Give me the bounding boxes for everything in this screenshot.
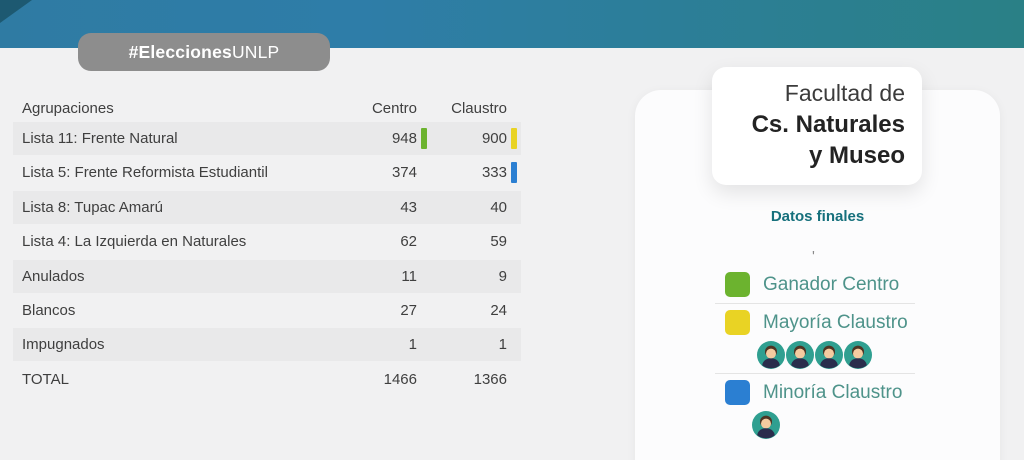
legend-divider: [715, 373, 915, 374]
row-label: Anulados: [22, 267, 85, 285]
centro-value: 11: [401, 267, 417, 285]
claustro-value: 1366: [473, 370, 507, 388]
claustro-marker-slot: [507, 191, 521, 224]
person-avatar-icon: [752, 411, 780, 439]
claustro-marker-slot: [507, 225, 521, 258]
centro-marker-slot: [417, 156, 431, 189]
legend-item: Ganador Centro: [715, 266, 915, 303]
legend-label: Ganador Centro: [763, 273, 900, 295]
header-spacer: [417, 94, 431, 122]
results-table: Agrupaciones Centro Claustro Lista 11: F…: [13, 94, 521, 397]
faculty-title-card: Facultad de Cs. Naturales y Museo: [712, 67, 922, 185]
centro-value: 43: [400, 198, 417, 216]
centro-marker-slot: [417, 191, 431, 224]
legend-divider: [715, 303, 915, 304]
row-label: TOTAL: [22, 370, 69, 388]
table-row: Lista 5: Frente Reformista Estudiantil 37…: [13, 156, 521, 189]
panel-subtitle: Datos finales: [770, 208, 865, 225]
legend-swatch: [725, 380, 750, 405]
hashtag-badge-bold-text: #Elecciones: [128, 41, 232, 62]
column-header-agrupaciones: Agrupaciones: [22, 99, 114, 117]
claustro-marker-slot: [507, 294, 521, 327]
claustro-value: 333: [481, 164, 507, 182]
row-label: Lista 5: Frente Reformista Estudiantil: [22, 164, 268, 182]
row-label: Lista 8: Tupac Amarú: [22, 198, 163, 216]
legend-swatch: [725, 310, 750, 335]
row-label: Blancos: [22, 301, 76, 319]
person-avatar-icon: [815, 341, 843, 369]
centro-marker-slot: [417, 294, 431, 327]
claustro-value: 900: [481, 130, 507, 147]
person-avatar-icon: [757, 341, 785, 369]
stray-tick-mark: ': [812, 248, 815, 265]
claustro-marker-slot: [507, 122, 521, 155]
claustro-marker-bar: [511, 162, 517, 184]
claustro-marker-slot: [507, 328, 521, 361]
legend-label: Minoría Claustro: [763, 381, 903, 403]
column-header-claustro: Claustro: [451, 99, 507, 117]
row-label: Lista 4: La Izquierda en Naturales: [22, 233, 247, 251]
claustro-marker-slot: [507, 156, 521, 189]
claustro-marker-slot: [507, 260, 521, 293]
centro-value: 62: [400, 233, 417, 251]
corner-accent-shape: [0, 0, 32, 23]
centro-marker-bar: [421, 128, 427, 149]
centro-marker-slot: [417, 363, 431, 396]
person-avatar-icon: [844, 341, 872, 369]
row-label: Impugnados: [22, 336, 105, 354]
claustro-value: 24: [490, 301, 507, 319]
seat-avatars-row: [757, 341, 915, 369]
table-row: Lista 8: Tupac Amarú 43 40: [13, 190, 521, 224]
table-row: Lista 4: La Izquierda en Naturales 62 59: [13, 225, 521, 258]
centro-marker-slot: [417, 328, 431, 361]
results-table-header: Agrupaciones Centro Claustro: [13, 94, 521, 122]
claustro-value: 1: [498, 336, 507, 354]
legend: Ganador Centro Mayoría Claustro Minoría Cl…: [715, 266, 915, 443]
legend-item: Minoría Claustro: [715, 374, 915, 411]
centro-marker-slot: [417, 122, 431, 155]
results-table-body: Lista 11: Frente Natural 948 900 Lista 5: F…: [13, 122, 521, 396]
claustro-value: 9: [498, 267, 507, 285]
column-header-centro: Centro: [371, 99, 417, 117]
centro-value: 374: [391, 164, 417, 182]
claustro-value: 40: [490, 198, 507, 216]
claustro-value: 59: [490, 233, 507, 251]
table-row: Anulados 11 9: [13, 259, 521, 293]
seat-avatars-row: [752, 411, 915, 439]
person-avatar-icon: [786, 341, 814, 369]
table-row: Lista 11: Frente Natural 948 900: [13, 122, 521, 155]
row-label: Lista 11: Frente Natural: [22, 130, 178, 147]
legend-label: Mayoría Claustro: [763, 311, 908, 333]
centro-marker-slot: [417, 225, 431, 258]
faculty-title-line2: Cs. Naturales: [751, 111, 905, 138]
faculty-title-line3: y Museo: [808, 142, 905, 169]
claustro-marker-bar: [511, 128, 517, 149]
claustro-marker-slot: [507, 363, 521, 396]
header-spacer: [507, 94, 521, 122]
centro-marker-slot: [417, 260, 431, 293]
table-row: Blancos 27 24: [13, 294, 521, 327]
centro-value: 948: [391, 130, 417, 147]
table-row: Impugnados 1 1: [13, 328, 521, 362]
centro-value: 1466: [383, 370, 417, 388]
hashtag-badge-rest-text: UNLP: [231, 41, 280, 62]
faculty-title-line1: Facultad de: [784, 80, 905, 106]
legend-swatch: [725, 272, 750, 297]
legend-item: Mayoría Claustro: [715, 304, 915, 341]
table-row: TOTAL 1466 1366: [13, 363, 521, 396]
hashtag-badge: #Elecciones UNLP: [78, 33, 330, 71]
centro-value: 1: [408, 336, 417, 354]
centro-value: 27: [400, 301, 417, 319]
